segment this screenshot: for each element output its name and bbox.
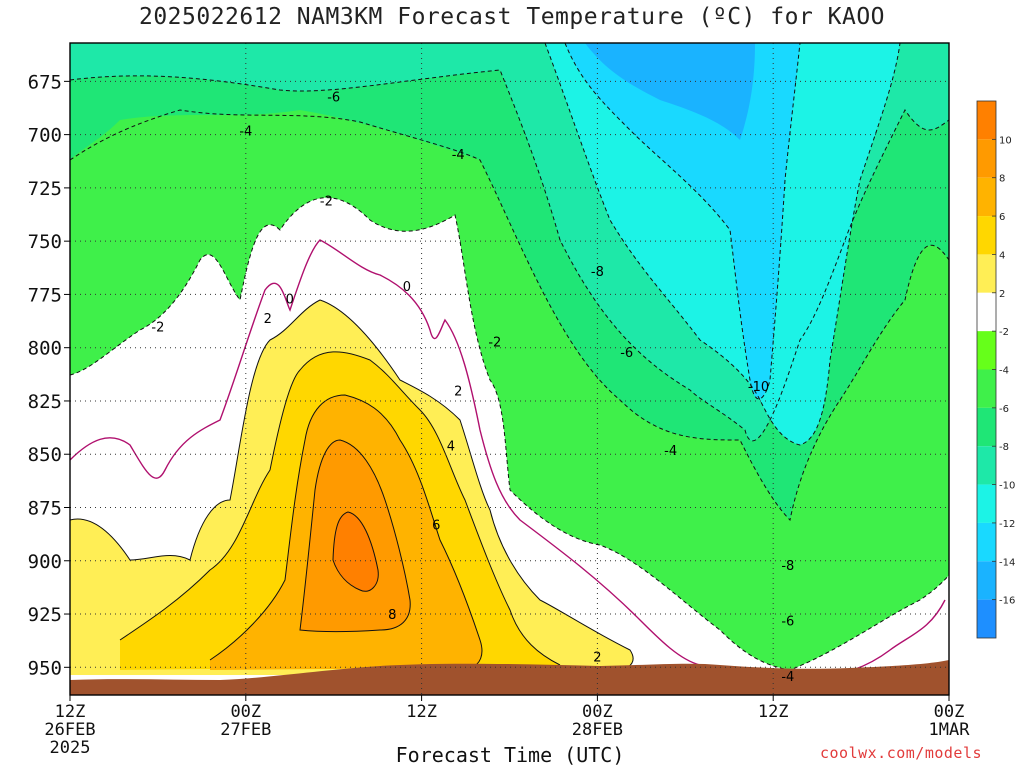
y-tick-label: 725 bbox=[28, 178, 62, 200]
contour-label: -2 bbox=[488, 335, 501, 350]
x-axis-label: Forecast Time (UTC) bbox=[395, 743, 625, 767]
contour-label: -2 bbox=[320, 195, 333, 210]
y-tick-label: 750 bbox=[28, 231, 62, 253]
credit-text: coolwx.com/models bbox=[820, 744, 983, 762]
colorbar-label: 8 bbox=[999, 174, 1005, 185]
fill-band-minus10-minus8 bbox=[545, 43, 900, 445]
colorbar-bin bbox=[977, 331, 996, 370]
contour-label: 8 bbox=[388, 608, 396, 623]
y-tick-label: 850 bbox=[28, 444, 62, 466]
colorbar-label: -10 bbox=[999, 481, 1015, 492]
x-tick-label: 12Z bbox=[758, 702, 789, 722]
contour-line-minus4 bbox=[70, 109, 949, 522]
colorbar-label: -8 bbox=[999, 442, 1009, 453]
x-tick-label: 26FEB bbox=[44, 720, 95, 740]
terrain bbox=[70, 660, 949, 695]
colorbar-label: -2 bbox=[999, 327, 1009, 338]
plot-frame bbox=[69, 42, 950, 696]
y-tick-label: 875 bbox=[28, 497, 62, 519]
contour-line-plus10 bbox=[332, 511, 379, 592]
contour-line-minus8 bbox=[544, 43, 901, 446]
contour-label: -4 bbox=[664, 444, 677, 459]
contour-line-plus2 bbox=[70, 299, 634, 676]
contour-label: -6 bbox=[327, 90, 340, 105]
contour-label: -4 bbox=[452, 148, 465, 163]
colorbar-bin bbox=[977, 101, 996, 140]
contour-label: -6 bbox=[620, 346, 633, 361]
x-tick-label: 28FEB bbox=[572, 720, 623, 740]
y-tick-label: 700 bbox=[28, 125, 62, 147]
y-tick-label: 900 bbox=[28, 551, 62, 573]
colorbar-bin bbox=[977, 292, 996, 332]
colorbar-bin bbox=[977, 446, 996, 485]
y-tick-label: 950 bbox=[28, 657, 62, 679]
y-axis: 675 700 725 750 775 800 825 850 875 900 925 950 bbox=[28, 71, 70, 679]
x-tick-label: 2025 bbox=[50, 738, 91, 758]
chart-title: 2025022612 NAM3KM Forecast Temperature (… bbox=[138, 4, 886, 30]
colorbar-label: -14 bbox=[999, 557, 1015, 568]
x-tick-label: 1MAR bbox=[929, 720, 971, 740]
y-tick-label: 925 bbox=[28, 604, 62, 626]
contour-label: -4 bbox=[239, 124, 252, 139]
y-tick-label: 675 bbox=[28, 71, 62, 93]
colorbar-label: -12 bbox=[999, 519, 1015, 530]
contour-label: 0 bbox=[286, 293, 294, 308]
contour-label: 4 bbox=[447, 440, 455, 455]
colorbar-label: 10 bbox=[999, 135, 1012, 146]
colorbar-bin bbox=[977, 561, 996, 600]
contour-label: 2 bbox=[454, 384, 462, 399]
colorbar-label: -6 bbox=[999, 404, 1009, 415]
x-tick-label: 27FEB bbox=[220, 720, 271, 740]
colorbar-label: -16 bbox=[999, 596, 1015, 607]
contour-line-minus2 bbox=[70, 197, 949, 671]
contour-line-minus10 bbox=[564, 43, 801, 400]
filled-contours bbox=[70, 43, 949, 695]
x-tick-label: 12Z bbox=[406, 702, 437, 722]
contour-label: -6 bbox=[781, 614, 794, 629]
colorbar-bin bbox=[977, 216, 996, 255]
colorbar-bin bbox=[977, 407, 996, 447]
colorbar-bin bbox=[977, 599, 996, 638]
colorbar-label: -4 bbox=[999, 366, 1009, 377]
contour-label: 0 bbox=[403, 280, 411, 295]
fill-band-minus14-minus12 bbox=[585, 43, 755, 140]
contour-line-plus8 bbox=[299, 439, 411, 632]
y-tick-label: 775 bbox=[28, 284, 62, 306]
colorbar-bin bbox=[977, 254, 996, 293]
x-tick-label: 00Z bbox=[230, 702, 261, 722]
colorbar-bin bbox=[977, 522, 996, 562]
contour-label: 2 bbox=[593, 651, 601, 666]
x-tick-label: 00Z bbox=[934, 702, 965, 722]
y-tick-label: 825 bbox=[28, 391, 62, 413]
colorbar-bin bbox=[977, 369, 996, 408]
x-tick-label: 12Z bbox=[55, 702, 86, 722]
colorbar: -16 -14 -12 -10 -8 -6 -4 -2 2 4 6 8 10 bbox=[976, 100, 1015, 639]
fill-band-plus10-plus12 bbox=[333, 512, 379, 592]
colorbar-bin bbox=[977, 177, 996, 217]
contour-label: -8 bbox=[781, 559, 794, 574]
colorbar-bin bbox=[977, 139, 996, 178]
contour-label: 6 bbox=[432, 519, 440, 534]
colorbar-label: 2 bbox=[999, 289, 1005, 300]
y-tick-label: 800 bbox=[28, 338, 62, 360]
contour-label: -4 bbox=[781, 670, 794, 685]
colorbar-label: 6 bbox=[999, 212, 1005, 223]
contour-label: 2 bbox=[264, 312, 272, 327]
contour-label: -2 bbox=[151, 320, 164, 335]
contour-line-plus4 bbox=[119, 351, 561, 666]
colorbar-bin bbox=[977, 484, 996, 523]
contour-label: -10 bbox=[748, 380, 769, 395]
contour-line-plus6 bbox=[209, 394, 483, 669]
contour-label: -8 bbox=[591, 265, 604, 280]
grid-lines bbox=[70, 43, 949, 695]
colorbar-label: 4 bbox=[999, 250, 1005, 261]
x-tick-label: 00Z bbox=[582, 702, 613, 722]
contour-line-minus6 bbox=[70, 69, 949, 442]
